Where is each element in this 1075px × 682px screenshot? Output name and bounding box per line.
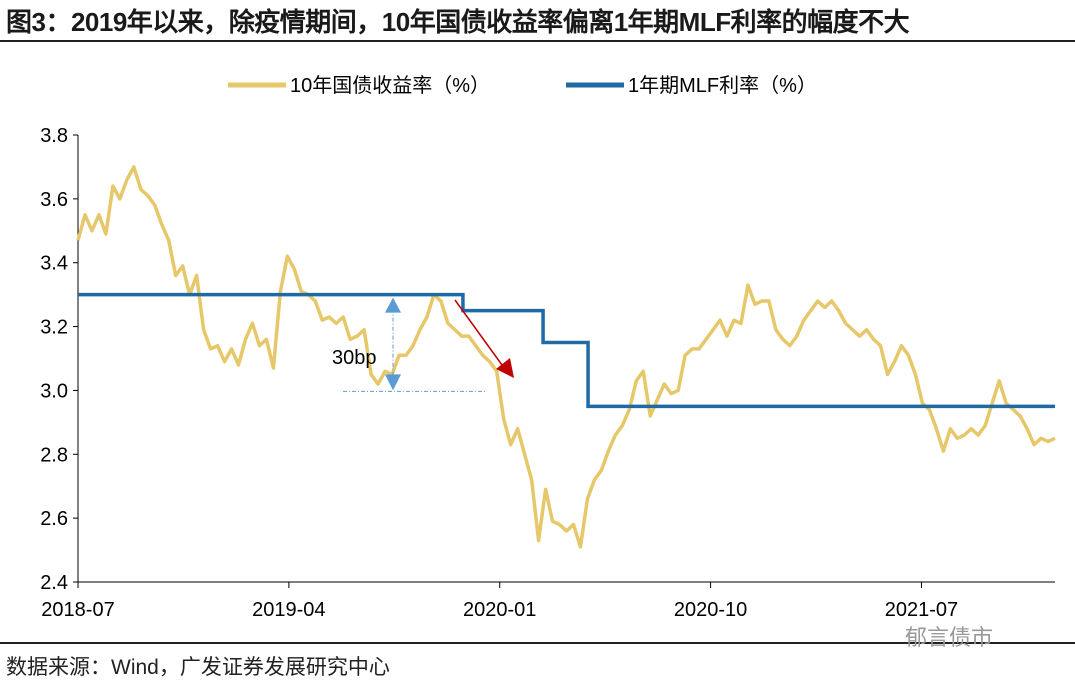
annotation-30bp-label: 30bp	[332, 347, 377, 369]
x-tick-label: 2021-07	[885, 599, 958, 621]
title-divider	[0, 40, 1075, 42]
footer-divider	[0, 642, 1075, 644]
legend-label-mlf: 1年期MLF利率（%）	[628, 74, 817, 97]
legend-label-yield: 10年国债收益率（%）	[290, 74, 490, 97]
y-tick-label: 2.8	[40, 444, 68, 466]
arrow-up-icon	[385, 297, 401, 313]
x-tick-label: 2020-10	[674, 599, 747, 621]
watermark: 郁言债市	[905, 625, 994, 650]
y-tick-label: 3.8	[40, 125, 68, 147]
x-tick-label: 2020-01	[463, 599, 536, 621]
series-line-10y-yield	[76, 165, 1056, 549]
figure-title: 图3：2019年以来，除疫情期间，10年国债收益率偏离1年期MLF利率的幅度不大	[6, 7, 910, 37]
y-tick-label: 3.6	[40, 189, 68, 211]
arrow-down-icon	[385, 374, 401, 391]
y-tick-label: 3.0	[40, 380, 68, 402]
x-tick-label: 2019-04	[252, 599, 325, 621]
arrow-head-icon	[496, 358, 514, 378]
y-tick-label: 2.6	[40, 508, 68, 530]
source-note: 数据来源：Wind，广发证券发展研究中心	[6, 656, 390, 679]
y-tick-label: 3.2	[40, 317, 68, 339]
series-line-mlf	[78, 292, 1055, 409]
y-tick-label: 2.4	[40, 572, 68, 594]
x-tick-label: 2018-07	[41, 599, 114, 621]
annotation-red-arrow-line	[454, 299, 503, 366]
y-tick-label: 3.4	[40, 253, 68, 275]
